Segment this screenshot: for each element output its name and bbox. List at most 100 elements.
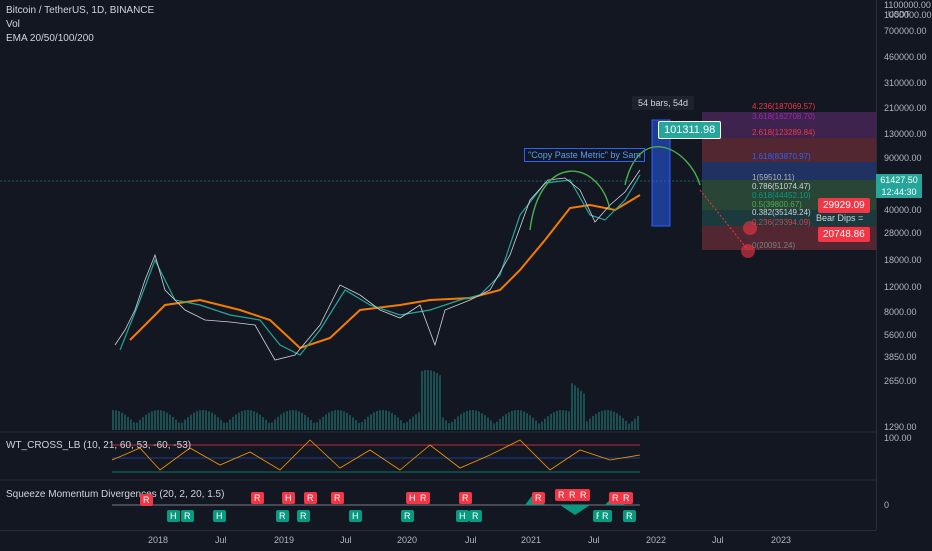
- volume-bar: [571, 383, 573, 430]
- volume-bar: [193, 412, 195, 430]
- volume-bar: [424, 370, 426, 430]
- time-axis-tick: 2021: [521, 535, 542, 545]
- fib-zone-2: [702, 138, 876, 162]
- time-axis[interactable]: [0, 530, 876, 551]
- volume-bar: [322, 416, 324, 430]
- volume-bar: [406, 421, 408, 430]
- squeeze-marker: R: [609, 492, 622, 504]
- time-axis-tick: Jul: [588, 535, 600, 545]
- price-line: [114, 169, 641, 361]
- squeeze-marker: R: [417, 492, 430, 504]
- volume-bar: [265, 419, 267, 430]
- price-axis[interactable]: [876, 0, 932, 530]
- volume-bar: [532, 417, 534, 430]
- volume-bar: [478, 411, 480, 430]
- squeeze-marker: R: [251, 492, 264, 504]
- volume-bar: [511, 410, 513, 430]
- volume-bar: [583, 393, 585, 430]
- price-axis-label: 12000.00: [884, 282, 922, 292]
- price-axis-label: 460000.00: [884, 52, 927, 62]
- bar-countdown: 12:44:30: [881, 187, 917, 197]
- squeeze-marker: R: [566, 489, 579, 501]
- volume-bar: [460, 414, 462, 430]
- volume-bar: [349, 414, 351, 430]
- ema-indicator-label[interactable]: EMA 20/50/100/200: [6, 33, 94, 44]
- volume-indicator-label[interactable]: Vol: [6, 19, 20, 30]
- volume-bar: [613, 411, 615, 430]
- volume-bar: [319, 419, 321, 430]
- volume-bar: [526, 413, 528, 430]
- volume-bar: [382, 410, 384, 430]
- volume-bar: [112, 410, 114, 430]
- volume-bars: [112, 370, 639, 430]
- price-axis-label: 5600.00: [884, 330, 917, 340]
- volume-bar: [328, 412, 330, 430]
- price-axis-label: 1290.00: [884, 422, 917, 432]
- volume-bar: [232, 416, 234, 430]
- volume-bar: [172, 416, 174, 430]
- volume-bar: [439, 375, 441, 430]
- current-price-badge: 61427.50 12:44:30: [876, 174, 922, 198]
- volume-bar: [241, 411, 243, 430]
- squeeze-marker: R: [276, 510, 289, 522]
- volume-bar: [502, 416, 504, 430]
- volume-bar: [637, 416, 639, 430]
- volume-bar: [433, 371, 435, 430]
- squeeze-title[interactable]: Squeeze Momentum Divergences (20, 2, 20,…: [6, 489, 225, 500]
- squeeze-marker: H: [167, 510, 180, 522]
- volume-bar: [547, 416, 549, 430]
- volume-bar: [577, 387, 579, 430]
- volume-bar: [202, 410, 204, 430]
- copy-paste-curve-right: [624, 146, 701, 186]
- volume-bar: [493, 423, 495, 430]
- copy-paste-curve-left: [529, 170, 611, 231]
- ema-fast-line: [119, 174, 641, 356]
- price-axis-label: 2650.00: [884, 376, 917, 386]
- volume-bar: [607, 410, 609, 430]
- volume-bar: [601, 410, 603, 430]
- volume-bar: [418, 412, 420, 430]
- volume-bar: [457, 416, 459, 430]
- volume-bar: [535, 420, 537, 430]
- squeeze-marker: H: [456, 510, 469, 522]
- volume-bar: [343, 411, 345, 430]
- wt-cross-title[interactable]: WT_CROSS_LB (10, 21, 60, 53, -60, -53): [6, 440, 192, 451]
- volume-bar: [262, 417, 264, 430]
- volume-bar: [154, 410, 156, 430]
- volume-bar: [451, 421, 453, 430]
- symbol-title[interactable]: Bitcoin / TetherUS, 1D, BINANCE: [6, 5, 155, 16]
- volume-bar: [430, 370, 432, 430]
- volume-bar: [559, 410, 561, 430]
- dip-high-label: 29929.09: [818, 198, 870, 213]
- volume-bar: [631, 421, 633, 430]
- volume-bar: [205, 410, 207, 430]
- price-axis-label: 130000.00: [884, 129, 927, 139]
- volume-bar: [412, 416, 414, 430]
- volume-bar: [244, 410, 246, 430]
- volume-bar: [370, 414, 372, 430]
- price-axis-label: 18000.00: [884, 255, 922, 265]
- price-axis-label: 90000.00: [884, 153, 922, 163]
- squeeze-marker: H: [406, 492, 419, 504]
- volume-bar: [235, 414, 237, 430]
- chart-canvas[interactable]: [0, 0, 876, 530]
- volume-bar: [139, 419, 141, 430]
- volume-bar: [136, 422, 138, 430]
- volume-bar: [331, 411, 333, 430]
- copy-paste-label[interactable]: "Copy Paste Metric" by Sam: [524, 148, 645, 162]
- volume-bar: [250, 410, 252, 430]
- price-axis-label: 8000.00: [884, 307, 917, 317]
- volume-bar: [160, 410, 162, 430]
- price-axis-label: 28000.00: [884, 228, 922, 238]
- volume-bar: [550, 413, 552, 430]
- volume-bar: [292, 410, 294, 430]
- squeeze-axis-value: 0: [884, 500, 890, 510]
- time-axis-tick: Jul: [712, 535, 724, 545]
- volume-bar: [634, 418, 636, 430]
- volume-bar: [610, 410, 612, 430]
- volume-bar: [169, 414, 171, 430]
- volume-bar: [574, 385, 576, 430]
- volume-bar: [400, 420, 402, 430]
- volume-bar: [334, 410, 336, 430]
- volume-bar: [616, 413, 618, 430]
